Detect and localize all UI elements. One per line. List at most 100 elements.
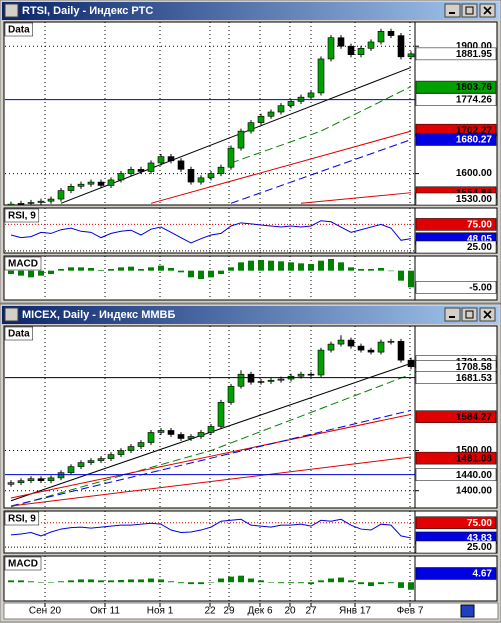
plot-area [5,326,415,508]
plot-area [5,511,415,553]
candle-body [287,101,295,106]
price-label-box [415,451,497,465]
plot-area [8,256,414,300]
macd-bar [28,270,34,278]
macd-bar [38,270,44,276]
price-label: -5.00 [469,282,492,293]
price-label: 4.67 [473,569,493,580]
pane-label: RSI, 9 [8,211,36,222]
macd-bar [188,270,194,278]
candle-body [187,436,195,439]
price-label: 75.00 [467,518,492,529]
price-label-box [415,281,497,294]
rsi-line [10,518,412,539]
candle-body [7,482,15,485]
macd-bar [318,580,324,583]
candle-body [347,339,355,347]
candle-body [197,177,205,183]
candle-body [117,173,125,181]
scroll-button[interactable] [460,604,475,618]
macd-bar [318,260,324,271]
macd-bar [348,580,354,583]
macd-bar [358,582,364,585]
macd-bar [108,269,114,271]
candle-body [117,450,125,455]
price-pane: 1900.00 1600.00 1881.95 1803.76 1774.26 1702.… [3,21,498,206]
candle-body [337,339,345,345]
candle-body [317,58,325,94]
pane-label-box [4,556,42,571]
date-label: 27 [305,606,317,617]
indicator-line [10,413,412,499]
macd-bar [188,582,194,585]
candle-body [17,480,25,483]
price-label-box [415,133,497,146]
candle-body [237,130,245,149]
candle-body [227,147,235,168]
indicator-line [230,139,412,204]
macd-bar [68,580,74,583]
macd-bar [308,582,314,585]
macd-bar [138,269,144,271]
price-pane: 1500.001400.001721.331708.581681.531584.… [3,325,498,509]
indicator-line [10,373,412,508]
macd-pane: 4.67 MACD [3,555,498,602]
candle-body [207,173,215,179]
title-bar [2,306,499,324]
price-label-box [415,516,497,529]
price-label: 1584.27 [456,412,493,423]
pane-label-box [4,511,40,526]
macd-bar [118,580,124,583]
pane-label: MACD [8,559,38,570]
candle-body [77,183,85,187]
macd-bar [48,582,54,583]
price-label: 43.83 [467,533,492,544]
macd-bar [408,270,414,288]
macd-bar [268,582,274,583]
icon [465,310,474,319]
minimize-button[interactable] [444,3,461,18]
macd-bar [278,582,284,584]
plot-area [5,208,415,253]
macd-bar [298,582,304,584]
candle-body [407,359,415,368]
macd-bar [68,267,74,271]
macd-bar [328,578,334,583]
maximize-button[interactable] [461,307,478,322]
candle-body [377,31,385,43]
macd-bar [38,582,44,583]
candle-body [257,115,265,123]
macd-bar [58,581,64,583]
candle-body [7,203,15,205]
price-label-box [415,240,497,254]
macd-bar [248,578,254,583]
candle-body [57,472,65,479]
macd-bar [368,269,374,271]
macd-bar [398,270,404,281]
candle-body [317,349,325,376]
candle-body [327,343,335,351]
macd-bar [88,579,94,583]
date-label: 29 [223,606,235,617]
macd-bar [208,270,214,278]
macd-bar [338,262,344,271]
maximize-button[interactable] [461,3,478,18]
candle-body [257,381,265,383]
candle-body [87,181,95,185]
candle-body [17,203,25,205]
pane-label: Data [8,329,30,340]
y-tick-label: 1600.00 [456,168,493,179]
macd-bar [238,575,244,583]
candle-body [27,202,35,204]
candle-body [367,349,375,353]
macd-bar [348,267,354,271]
minimize-button[interactable] [444,307,461,322]
candle-body [177,160,185,170]
pane-label-box [4,208,40,223]
macd-bar [48,270,54,274]
macd-bar [128,266,134,271]
macd-bar [338,577,344,583]
macd-bar [148,267,154,271]
date-label: 20 [284,606,296,617]
window-title: MICEX, Daily - Индекс ММВБ [22,309,175,321]
